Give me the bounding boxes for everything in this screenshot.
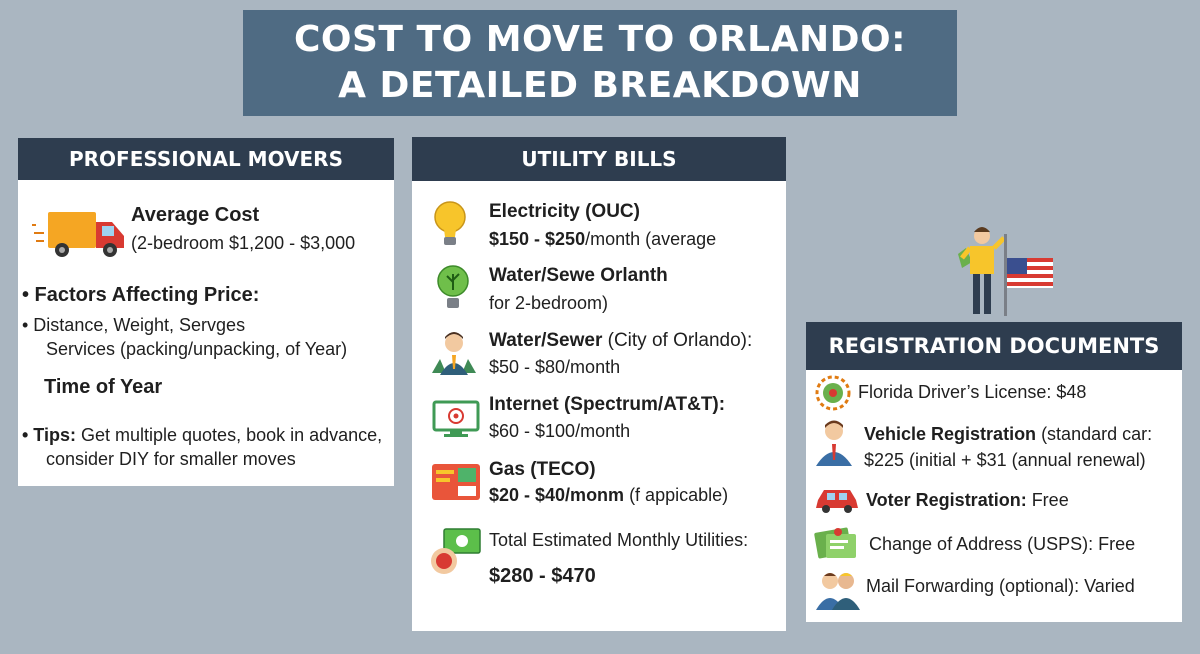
car-icon (816, 490, 858, 513)
monitor-icon (432, 400, 480, 437)
page-title: COST TO MOVE TO ORLANDO: A DETAILED BREA… (243, 10, 957, 116)
utility-water-city-label: Water/Sewer (City of Orlando): (489, 330, 753, 351)
gear-badge-icon (815, 375, 851, 411)
utility-internet-value: $60 - $100/month (489, 421, 631, 441)
movers-header: PROFESSIONAL MOVERS (18, 138, 394, 180)
reg-voter-registration: Voter Registration: Free (866, 490, 1069, 510)
title-line-1: COST TO MOVE TO ORLANDO: (293, 19, 906, 60)
plant-bulb-icon (437, 265, 469, 308)
people-icon (816, 573, 860, 610)
utility-gas-value: $20 - $40/monm (f appicable) (489, 485, 729, 505)
title-line-2: A DETAILED BREAKDOWN (338, 65, 862, 106)
factors-line-1: • Distance, Weight, Servges (22, 315, 246, 335)
person-with-flag-icon (958, 227, 1053, 316)
tips-text: • Tips: Get multiple quotes, book in adv… (22, 425, 382, 446)
lightbulb-icon (434, 201, 466, 245)
reg-drivers-license: Florida Driver’s License: $48 (858, 382, 1087, 402)
total-utilities-value: $280 - $470 (489, 565, 596, 587)
utility-electricity-value: $150 - $250/month (average (489, 229, 717, 249)
utility-gas-label: Gas (TECO) (489, 459, 596, 480)
average-cost-value: (2-bedroom $1,200 - $3,000 (131, 233, 356, 253)
factors-label: • Factors Affecting Price: (22, 284, 260, 306)
professional-movers-card: PROFESSIONAL MOVERS Average Cost (2-bedr… (18, 138, 394, 486)
moving-truck-icon (32, 212, 124, 257)
utility-bills-card: UTILITY BILLS Electricity (OUC) $150 - $… (412, 137, 786, 631)
registration-header: REGISTRATION DOCUMENTS (806, 322, 1182, 370)
utility-water-city-value: $50 - $80/month (489, 357, 621, 377)
registration-documents-card: REGISTRATION DOCUMENTS Florida Driver’s … (806, 322, 1182, 622)
utility-water-orlanth-label: Water/Sewe Orlanth (489, 265, 668, 286)
tips-label: • Tips: (22, 425, 76, 445)
person-icon (816, 420, 852, 466)
utilities-header: UTILITY BILLS (412, 137, 786, 181)
utility-electricity-label: Electricity (OUC) (489, 201, 640, 222)
average-cost-label: Average Cost (131, 204, 260, 226)
money-icon (431, 528, 481, 574)
reg-vehicle-registration: Vehicle Registration (standard car: (864, 424, 1153, 444)
time-of-year-label: Time of Year (44, 376, 163, 398)
utility-internet-label: Internet (Spectrum/AT&T): (489, 394, 726, 415)
factors-line-2: Services (packing/unpacking, of Year) (46, 339, 348, 359)
utility-water-orlanth-value: for 2-bedroom) (489, 293, 609, 313)
document-icon (814, 527, 856, 559)
total-utilities-label: Total Estimated Monthly Utilities: (489, 530, 749, 550)
reg-vehicle-registration-cost: $225 (initial + $31 (annual renewal) (864, 450, 1146, 470)
tips-line-2: consider DIY for smaller moves (46, 449, 296, 469)
reg-change-of-address: Change of Address (USPS): Free (869, 534, 1136, 554)
reg-mail-forwarding: Mail Forwarding (optional): Varied (866, 576, 1135, 596)
person-icon (432, 332, 476, 375)
gas-icon (432, 464, 480, 500)
tips-line-1: Get multiple quotes, book in advance, (75, 425, 383, 445)
